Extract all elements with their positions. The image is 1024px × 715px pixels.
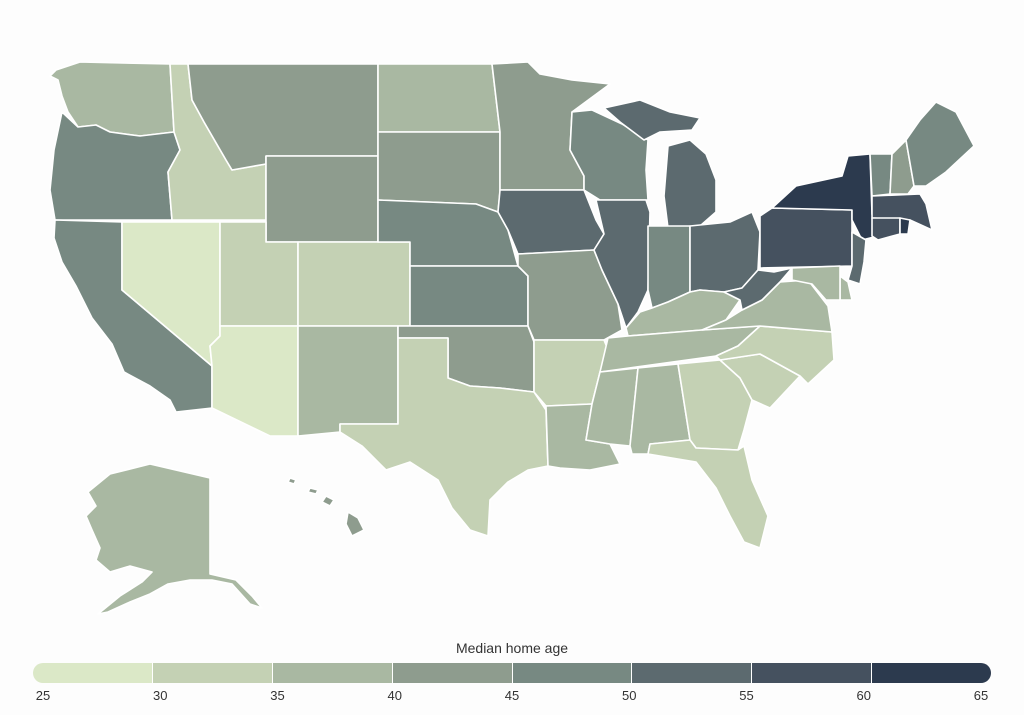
- state-mi[interactable]: [603, 99, 717, 229]
- state-tx[interactable]: [339, 337, 549, 537]
- state-ri[interactable]: [899, 217, 911, 235]
- legend: Median home age 25 30 35 40 45 50 55 60 65: [0, 630, 1024, 715]
- legend-tick-35: 35: [270, 688, 285, 703]
- state-nd[interactable]: [377, 63, 501, 133]
- state-vt[interactable]: [869, 153, 893, 197]
- state-md[interactable]: [791, 265, 841, 301]
- state-pa[interactable]: [759, 207, 853, 269]
- legend-title: Median home age: [455, 640, 569, 656]
- state-nc[interactable]: [715, 325, 835, 385]
- legend-tick-65: 65: [973, 688, 989, 703]
- state-me[interactable]: [905, 101, 975, 187]
- state-ks[interactable]: [409, 265, 529, 327]
- state-az[interactable]: [209, 325, 299, 437]
- legend-bin-3: [392, 663, 513, 683]
- state-wi[interactable]: [569, 109, 649, 201]
- state-ia[interactable]: [497, 189, 605, 255]
- legend-tick-55: 55: [739, 688, 754, 703]
- legend-tick-60: 60: [856, 688, 871, 703]
- legend-color-scale: [33, 663, 991, 683]
- legend-bin-4: [512, 663, 633, 683]
- state-nm[interactable]: [297, 325, 399, 437]
- legend-tick-labels: 25 30 35 40 45 50 55 60 65: [0, 688, 1024, 708]
- legend-tick-30: 30: [153, 688, 168, 703]
- legend-tick-45: 45: [504, 688, 520, 703]
- legend-bin-0: [33, 663, 153, 683]
- legend-tick-25: 25: [35, 688, 51, 703]
- us-states-map: [49, 61, 975, 615]
- legend-bin-1: [152, 663, 273, 683]
- state-ak[interactable]: [85, 463, 263, 615]
- state-co[interactable]: [297, 241, 411, 327]
- legend-bin-2: [272, 663, 393, 683]
- legend-tick-40: 40: [387, 688, 402, 703]
- legend-bin-7: [872, 663, 991, 683]
- legend-bin-6: [752, 663, 873, 683]
- state-nj[interactable]: [847, 231, 867, 285]
- legend-tick-50: 50: [622, 688, 637, 703]
- state-fl[interactable]: [647, 439, 769, 549]
- state-wv[interactable]: [723, 267, 793, 311]
- legend-bin-5: [632, 663, 753, 683]
- state-hi[interactable]: [287, 477, 365, 537]
- state-ct[interactable]: [871, 217, 901, 241]
- choropleth-map: [49, 61, 975, 615]
- state-wy[interactable]: [265, 155, 379, 243]
